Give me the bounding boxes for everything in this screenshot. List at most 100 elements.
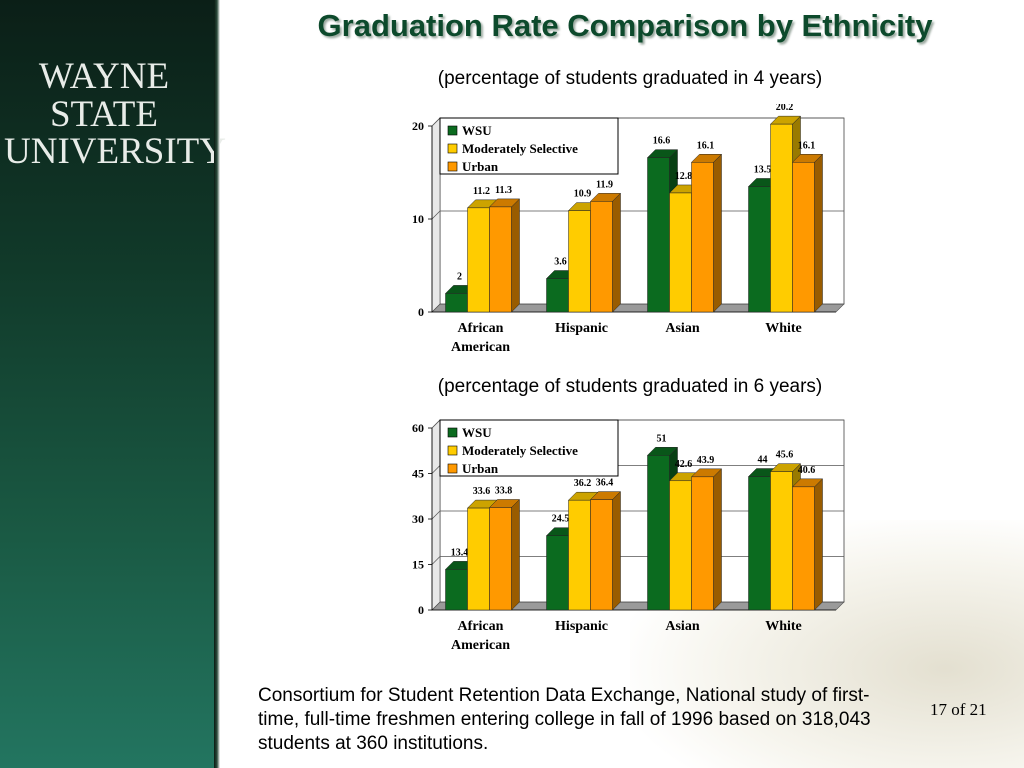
y-tick-label: 15 (412, 558, 424, 572)
bar (467, 507, 490, 611)
chart-4-year-graduation: 0 10 20 2 11.2 11.3 African American 3.6 10.9 11.9… (412, 104, 845, 355)
data-label: 11.9 (596, 179, 613, 190)
y-tick-label: 20 (412, 119, 424, 133)
bar (647, 157, 670, 313)
legend-label: Moderately Selective (462, 443, 578, 458)
data-label: 33.8 (495, 485, 513, 496)
x-category-label: Hispanic (555, 619, 608, 634)
x-category-label: Hispanic (555, 321, 608, 336)
bar-side (713, 153, 722, 313)
data-label: 13.5 (754, 164, 772, 175)
legend-box (439, 117, 619, 175)
bar (647, 455, 670, 611)
bar-side (612, 490, 621, 611)
data-label: 11.3 (495, 185, 512, 196)
legend-swatch (447, 143, 458, 154)
y-tick-label: 10 (412, 212, 424, 226)
bar-side (511, 498, 520, 611)
data-label: 36.4 (596, 478, 614, 489)
data-label: 33.6 (473, 486, 491, 497)
data-label: 13.4 (451, 547, 469, 558)
data-label: 43.9 (697, 455, 715, 466)
bar (691, 476, 714, 611)
bar-side (814, 153, 823, 313)
bar (748, 476, 771, 611)
page-number: 17 of 21 (930, 700, 987, 719)
data-label: 24.5 (552, 514, 570, 525)
chart-subtitle-4-years: (percentage of students graduated in 4 y… (437, 68, 823, 89)
legend-box (439, 419, 619, 477)
data-label: 16.6 (653, 136, 671, 147)
bar (792, 486, 815, 611)
x-category-label: White (765, 619, 802, 634)
y-tick-label: 0 (418, 305, 424, 319)
data-label: 16.1 (798, 140, 816, 151)
y-tick-label: 60 (412, 421, 424, 435)
bar (590, 499, 613, 611)
y-tick-label: 45 (412, 467, 424, 481)
legend-swatch (447, 445, 458, 456)
bar (770, 471, 793, 611)
data-label: 45.6 (776, 450, 794, 461)
x-category-label: Asian (665, 619, 699, 634)
data-label: 51 (657, 433, 667, 444)
data-label: 40.6 (798, 465, 816, 476)
legend-swatch (447, 125, 458, 136)
bar (445, 293, 468, 313)
x-category-label: African (458, 619, 504, 634)
chart-legend: WSU Moderately Selective Urban (439, 419, 619, 477)
data-label: 11.2 (473, 186, 490, 197)
x-category-label: White (765, 321, 802, 336)
x-category-label: American (451, 638, 510, 653)
chart-subtitle-6-years: (percentage of students graduated in 6 y… (437, 376, 823, 397)
bar (669, 480, 692, 611)
chart-legend: WSU Moderately Selective Urban (439, 117, 619, 175)
data-label: 36.2 (574, 478, 592, 489)
bar (546, 278, 569, 313)
bar-side (612, 192, 621, 313)
logo-line-1: WAYNE STATE (38, 56, 170, 135)
legend-label: Moderately Selective (462, 141, 578, 156)
data-label: 16.1 (697, 140, 715, 151)
bar-side (713, 468, 722, 611)
bar (489, 507, 512, 611)
bar (489, 206, 512, 313)
logo-line-2: UNIVERSITY (4, 131, 226, 172)
legend-label: WSU (462, 123, 492, 138)
bar (568, 210, 591, 313)
bar (546, 535, 569, 611)
bar (770, 123, 793, 313)
chart-6-year-graduation: 0 15 30 45 60 13.4 33.6 33.8 African American 24.5… (412, 419, 845, 653)
bar-side (814, 478, 823, 611)
bar (669, 192, 692, 313)
y-tick-label: 0 (418, 603, 424, 617)
slide-title: Graduation Rate Comparison by Ethnicity (317, 8, 933, 43)
bar-side (511, 198, 520, 313)
legend-label: Urban (462, 159, 499, 174)
bar (568, 499, 591, 611)
data-label: 20.2 (776, 104, 794, 113)
sidebar-panel: WAYNE STATE UNIVERSITY (0, 0, 226, 768)
bar (467, 207, 490, 313)
legend-label: WSU (462, 425, 492, 440)
data-label: 2 (457, 271, 462, 282)
x-category-label: American (451, 340, 510, 355)
data-label: 42.6 (675, 459, 693, 470)
bar (691, 162, 714, 313)
y-tick-label: 30 (412, 512, 424, 526)
data-label: 12.8 (675, 171, 693, 182)
legend-swatch (447, 427, 458, 438)
source-note: Consortium for Student Retention Data Ex… (258, 685, 871, 754)
legend-label: Urban (462, 461, 499, 476)
data-label: 10.9 (574, 189, 592, 200)
bar (590, 201, 613, 313)
data-label: 44 (758, 455, 768, 466)
bar (792, 162, 815, 313)
legend-swatch (447, 161, 458, 172)
x-category-label: African (458, 321, 504, 336)
data-label: 3.6 (554, 257, 567, 268)
bar (748, 186, 771, 313)
x-category-label: Asian (665, 321, 699, 336)
university-logo: WAYNE STATE UNIVERSITY (4, 56, 226, 172)
sidebar-edge (214, 0, 220, 768)
